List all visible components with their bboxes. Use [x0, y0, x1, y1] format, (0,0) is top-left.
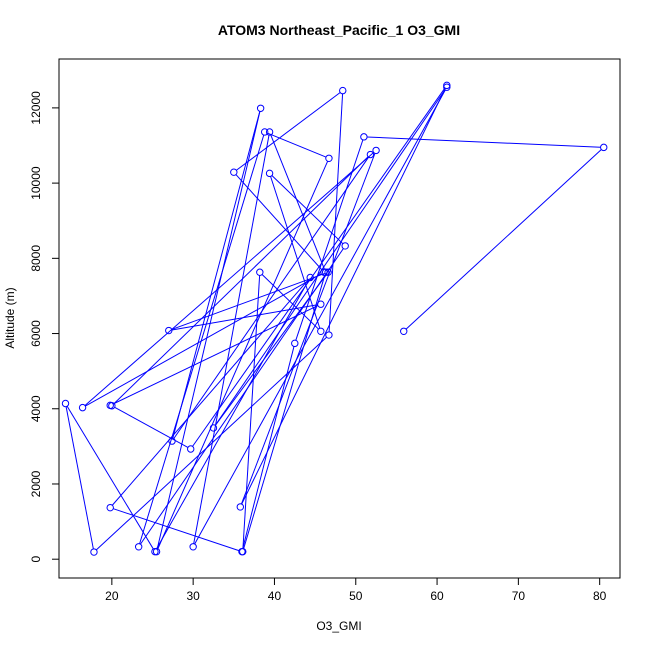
series-segment	[261, 274, 319, 330]
series-segment	[243, 275, 326, 549]
series-segment	[240, 153, 376, 505]
series-segment	[405, 149, 602, 330]
x-axis: 20 30 40 50 60 70 80	[105, 578, 607, 603]
data-point	[106, 401, 114, 410]
data-point	[187, 445, 195, 453]
data-point	[256, 268, 264, 276]
data-point	[443, 83, 451, 91]
y-axis-label: Altitude (m)	[3, 287, 17, 348]
data-point	[209, 424, 218, 432]
data-point	[360, 133, 368, 141]
series-segment	[270, 134, 325, 270]
y-tick-label: 4000	[29, 395, 43, 422]
data-point	[321, 268, 330, 276]
series-segment	[157, 161, 329, 549]
series-segment	[111, 279, 309, 506]
series-segment	[235, 174, 323, 271]
data-point	[152, 547, 161, 556]
series-segment	[270, 176, 321, 329]
data-point	[317, 327, 325, 335]
x-tick-label: 20	[105, 589, 119, 603]
x-tick-label: 40	[268, 589, 282, 603]
data-point	[134, 543, 143, 551]
series-segment	[214, 274, 327, 426]
data-point	[325, 331, 333, 339]
series-segment	[242, 275, 261, 549]
y-axis: 0 2000 4000 6000 8000 10000 12000	[29, 91, 59, 563]
data-point	[168, 437, 176, 445]
plot-frame	[58, 58, 621, 579]
series-segment	[112, 305, 319, 405]
data-point	[443, 81, 451, 90]
series-segment	[65, 406, 94, 550]
data-point	[265, 128, 274, 136]
y-tick-label: 12000	[29, 91, 43, 125]
data-point	[230, 168, 238, 176]
data-point	[90, 548, 98, 556]
data-point	[61, 399, 70, 408]
series-segment	[192, 87, 446, 447]
y-tick-label: 6000	[29, 320, 43, 347]
series-segment	[242, 346, 295, 549]
data-point	[239, 547, 247, 556]
series-segment	[271, 175, 344, 245]
series-segment	[367, 136, 601, 148]
series-segment	[113, 156, 369, 404]
series-segment	[267, 132, 327, 158]
data-points	[61, 81, 608, 556]
x-tick-label: 70	[512, 589, 526, 603]
data-point	[306, 273, 314, 282]
series-segment	[194, 89, 446, 545]
data-point	[372, 146, 380, 155]
series-segment	[66, 405, 154, 550]
series-segment	[193, 135, 270, 544]
data-point	[78, 403, 87, 412]
y-tick-label: 10000	[29, 166, 43, 200]
data-point	[400, 327, 408, 335]
x-tick-label: 30	[186, 589, 200, 603]
data-point	[341, 242, 349, 250]
series-segment	[214, 89, 446, 426]
series-segment	[171, 272, 326, 330]
data-point	[325, 154, 333, 162]
series-segment	[173, 156, 369, 439]
y-tick-label: 2000	[29, 470, 43, 497]
data-point	[366, 150, 375, 159]
series-segment	[84, 152, 375, 406]
series-segment	[85, 273, 322, 407]
data-point	[339, 86, 347, 95]
series-segment	[156, 280, 310, 550]
x-axis-label: O3_GMI	[316, 619, 361, 633]
series-segment	[139, 134, 265, 544]
series-segment	[172, 111, 261, 439]
series-segment	[113, 508, 240, 552]
data-point	[236, 503, 245, 511]
series-segment	[156, 111, 261, 549]
data-point	[317, 300, 325, 308]
series-segment	[236, 92, 341, 171]
data-point	[165, 326, 173, 335]
data-point	[600, 143, 608, 152]
x-tick-label: 50	[349, 589, 363, 603]
series-segment	[328, 93, 344, 332]
y-tick-label: 8000	[29, 245, 43, 272]
y-tick-label: 0	[29, 556, 43, 563]
data-point	[189, 543, 197, 551]
data-series	[65, 87, 602, 552]
data-point	[291, 339, 299, 348]
data-point	[106, 503, 114, 512]
data-point	[324, 268, 332, 276]
data-point	[256, 104, 265, 112]
x-tick-label: 80	[593, 589, 607, 603]
data-point	[265, 169, 274, 178]
series-segment	[114, 406, 189, 448]
series-segment	[95, 336, 327, 551]
series-segment	[295, 139, 364, 341]
series-segment	[171, 304, 318, 331]
data-point	[261, 128, 269, 136]
x-tick-label: 60	[430, 589, 444, 603]
series-segment	[241, 87, 446, 505]
chart-title: ATOM3 Northeast_Pacific_1 O3_GMI	[218, 22, 460, 38]
